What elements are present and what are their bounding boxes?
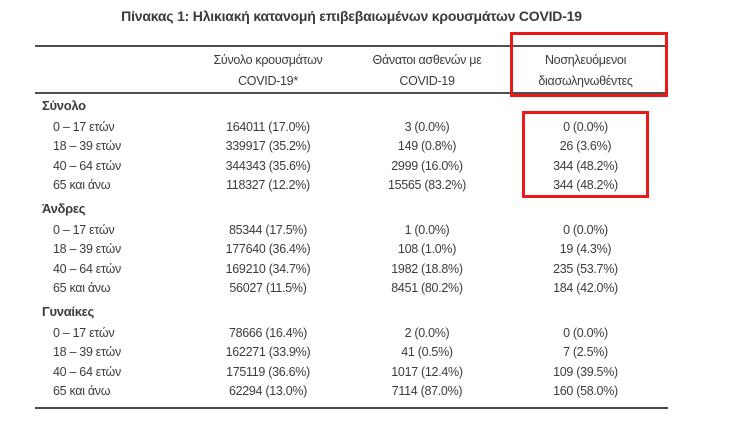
intubated-cell: 344 (48.2%) [553,158,618,173]
column-header-line: Νοσηλευόμενοι [544,53,627,67]
cases-cell: 62294 (13.0%) [228,384,308,399]
intubated-cell: 0 (0.0%) [563,222,608,237]
cases-cell: 164011 (17.0%) [226,119,310,134]
intubated-cell: 160 (58.0%) [553,384,618,399]
section-men: Άνδρες 0 – 17 ετών 85344 (17.5%) 1 (0.0%… [35,197,668,298]
age-label: 65 και άνω [53,178,111,193]
column-header-intubated: Νοσηλευόμενοι διασωληνωθέντες [503,50,668,92]
table-row: 65 και άνω 62294 (13.0%) 7114 (87.0%) 16… [35,382,668,402]
table-row: 65 και άνω 118327 (12.2%) 15565 (83.2%) … [35,176,668,196]
cases-cell: 162271 (33.9%) [225,345,311,360]
intubated-cell: 0 (0.0%) [563,325,608,340]
table-row: 40 – 64 ετών 344343 (35.6%) 2999 (16.0%)… [35,156,668,176]
intubated-cell: 0 (0.0%) [563,119,608,134]
deaths-cell: 15565 (83.2%) [387,178,467,193]
section-total: Σύνολο 0 – 17 ετών 164011 (17.0%) 3 (0.0… [35,94,668,195]
intubated-cell: 235 (53.7%) [553,261,618,276]
cases-cell: 344343 (35.6%) [225,158,311,173]
age-label: 18 – 39 ετών [53,345,121,360]
page-title: Πίνακας 1: Ηλικιακή κατανομή επιβεβαιωμέ… [121,8,582,24]
age-label: 0 – 17 ετών [53,119,115,134]
intubated-cell: 344 (48.2%) [553,178,618,193]
deaths-cell: 7114 (87.0%) [391,384,463,399]
deaths-cell: 1017 (12.4%) [391,364,463,379]
intubated-cell: 109 (39.5%) [553,364,618,379]
cases-cell: 85344 (17.5%) [228,222,308,237]
age-label: 18 – 39 ετών [53,242,121,257]
age-label: 0 – 17 ετών [53,222,115,237]
cases-cell: 78666 (16.4%) [228,325,308,340]
column-header-line: Σύνολο κρουσμάτων [213,53,323,67]
age-label: 0 – 17 ετών [53,325,115,340]
table-bottom-rule [35,407,668,409]
section-women: Γυναίκες 0 – 17 ετών 78666 (16.4%) 2 (0.… [35,300,668,401]
deaths-cell: 3 (0.0%) [404,119,450,134]
column-header-line: COVID-19* [238,74,298,88]
table-row: 65 και άνω 56027 (11.5%) 8451 (80.2%) 18… [35,279,668,299]
table-body: Σύνολο 0 – 17 ετών 164011 (17.0%) 3 (0.0… [35,94,668,401]
cases-cell: 56027 (11.5%) [229,281,307,296]
deaths-cell: 2 (0.0%) [404,325,450,340]
intubated-cell: 7 (2.5%) [563,345,608,360]
table-row: 18 – 39 ετών 339917 (35.2%) 149 (0.8%) 2… [35,137,668,157]
cases-cell: 169210 (34.7%) [225,261,311,276]
table-header-row: Σύνολο κρουσμάτων COVID-19* Θάνατοι ασθε… [35,50,668,92]
column-header-deaths: Θάνατοι ασθενών με COVID-19 [351,50,503,92]
cases-cell: 118327 (12.2%) [226,178,310,193]
age-label: 40 – 64 ετών [53,364,121,379]
age-label: 40 – 64 ετών [53,261,121,276]
section-label: Σύνολο [42,98,86,113]
table-header-rule [35,92,668,94]
column-header-line: Θάνατοι ασθενών με [372,53,482,67]
cases-cell: 177640 (36.4%) [225,242,311,257]
deaths-cell: 1 (0.0%) [404,222,450,237]
table-row: 40 – 64 ετών 175119 (36.6%) 1017 (12.4%)… [35,362,668,382]
intubated-cell: 184 (42.0%) [553,281,618,296]
table-row: 18 – 39 ετών 177640 (36.4%) 108 (1.0%) 1… [35,240,668,260]
section-label: Άνδρες [42,201,86,216]
table-row: 18 – 39 ετών 162271 (33.9%) 41 (0.5%) 7 … [35,343,668,363]
age-label: 65 και άνω [53,384,111,399]
table-row: 0 – 17 ετών 164011 (17.0%) 3 (0.0%) 0 (0… [35,117,668,137]
table-row: 0 – 17 ετών 78666 (16.4%) 2 (0.0%) 0 (0.… [35,323,668,343]
deaths-cell: 8451 (80.2%) [391,281,463,296]
column-header-line: διασωληνωθέντες [538,74,633,88]
deaths-cell: 108 (1.0%) [397,242,457,257]
section-label: Γυναίκες [42,304,94,319]
age-label: 65 και άνω [53,281,111,296]
age-label: 18 – 39 ετών [53,139,121,154]
table-top-rule [35,45,668,47]
column-header-line: COVID-19 [399,74,455,88]
column-header-total-cases: Σύνολο κρουσμάτων COVID-19* [185,50,351,92]
cases-cell: 339917 (35.2%) [225,139,311,154]
deaths-cell: 149 (0.8%) [397,139,457,154]
table-row: 40 – 64 ετών 169210 (34.7%) 1982 (18.8%)… [35,259,668,279]
deaths-cell: 1982 (18.8%) [391,261,463,276]
intubated-cell: 19 (4.3%) [559,242,612,257]
deaths-cell: 2999 (16.0%) [391,158,463,173]
deaths-cell: 41 (0.5%) [401,345,453,360]
intubated-cell: 26 (3.6%) [559,139,612,154]
table-row: 0 – 17 ετών 85344 (17.5%) 1 (0.0%) 0 (0.… [35,220,668,240]
cases-cell: 175119 (36.6%) [226,364,310,379]
age-label: 40 – 64 ετών [53,158,121,173]
header-spacer [35,50,185,92]
